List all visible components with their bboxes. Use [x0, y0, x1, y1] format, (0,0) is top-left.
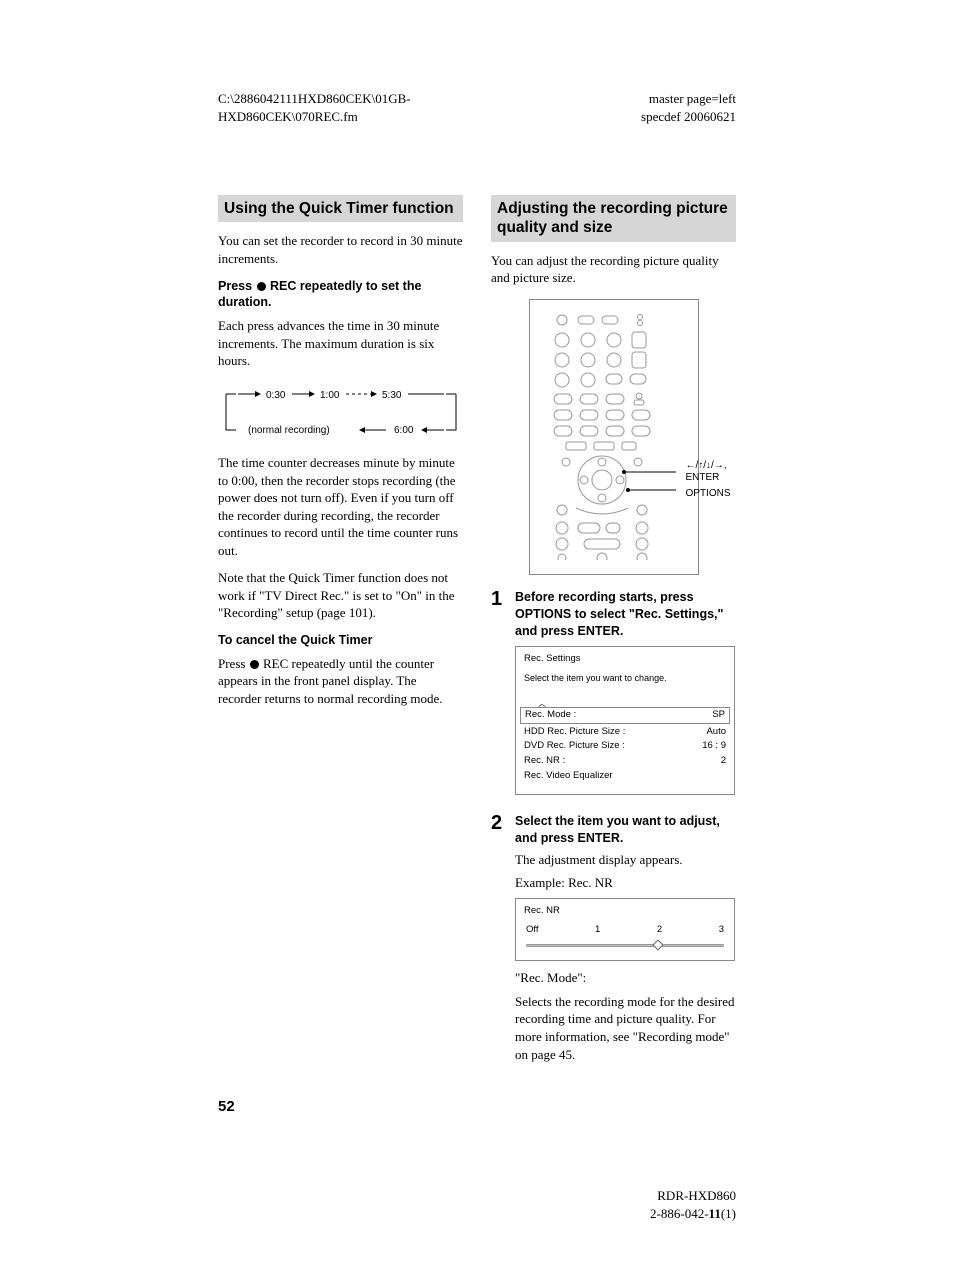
- rec-settings-row: DVD Rec. Picture Size : 16 : 9: [524, 739, 726, 754]
- qt-time-1: 0:30: [266, 390, 286, 401]
- press-rec-body: Each press advances the time in 30 minut…: [218, 317, 463, 370]
- rec-settings-title: Rec. Settings: [524, 653, 726, 666]
- cancel-heading: To cancel the Quick Timer: [218, 632, 463, 649]
- rec-nr-label: 3: [719, 924, 724, 937]
- rec-dot-icon: [257, 282, 266, 291]
- rec-settings-row-value: 16 : 9: [702, 740, 726, 753]
- rec-dot-icon: [250, 660, 259, 669]
- adjust-intro: You can adjust the recording picture qua…: [491, 252, 736, 287]
- rec-nr-title: Rec. NR: [524, 905, 726, 918]
- rec-settings-row: Rec. Mode : SP: [520, 707, 730, 724]
- step-2-body: The adjustment display appears.: [515, 851, 736, 869]
- rec-mode-head: "Rec. Mode":: [515, 969, 736, 987]
- remote-label-options: OPTIONS: [686, 487, 731, 501]
- press-rec-pre: Press: [218, 279, 256, 293]
- quick-timer-after-1: The time counter decreases minute by min…: [218, 454, 463, 559]
- page-number: 52: [218, 1097, 736, 1117]
- footer-docnum-bold: 11: [709, 1206, 721, 1221]
- footer-model: RDR-HXD860: [218, 1187, 736, 1205]
- quick-timer-diagram: 0:30 1:00 5:30 (normal recording) 6:00: [218, 380, 463, 444]
- rec-settings-row-label: DVD Rec. Picture Size :: [524, 740, 625, 753]
- rec-settings-row-label: Rec. Mode :: [525, 709, 576, 722]
- remote-labels: ←/↑/↓/→, ENTER OPTIONS: [680, 299, 686, 576]
- specdef: specdef 20060621: [641, 108, 736, 126]
- rec-settings-row-label: HDD Rec. Picture Size :: [524, 726, 625, 739]
- rec-settings-row-value: 2: [721, 755, 726, 768]
- rec-nr-track: [526, 944, 724, 947]
- qt-normal: (normal recording): [248, 425, 330, 436]
- step-2: 2 Select the item you want to adjust, an…: [491, 813, 736, 1069]
- step-1-head: Before recording starts, press OPTIONS t…: [515, 589, 736, 640]
- step-1: 1 Before recording starts, press OPTIONS…: [491, 589, 736, 798]
- quick-timer-after-2: Note that the Quick Timer function does …: [218, 569, 463, 622]
- step-2-example: Example: Rec. NR: [515, 874, 736, 892]
- master-page: master page=left: [641, 90, 736, 108]
- remote-label-enter: ENTER: [686, 471, 720, 485]
- footer-docnum: 2-886-042-11(1): [218, 1205, 736, 1223]
- rec-settings-row-label: Rec. Video Equalizer: [524, 770, 613, 783]
- doc-path-2: HXD860CEK\070REC.fm: [218, 108, 411, 126]
- doc-footer: RDR-HXD860 2-886-042-11(1): [218, 1187, 736, 1222]
- step-1-number: 1: [491, 589, 509, 798]
- left-column: Using the Quick Timer function You can s…: [218, 195, 463, 1069]
- quick-timer-intro: You can set the recorder to record in 30…: [218, 232, 463, 267]
- doc-header-right: master page=left specdef 20060621: [641, 90, 736, 125]
- rec-nr-slider[interactable]: [526, 940, 724, 950]
- rec-nr-panel: Rec. NR Off 1 2 3: [515, 898, 735, 962]
- footer-docnum-pre: 2-886-042-: [650, 1206, 709, 1221]
- step-2-head: Select the item you want to adjust, and …: [515, 813, 736, 847]
- rec-settings-row-label: Rec. NR :: [524, 755, 565, 768]
- cancel-body: Press REC repeatedly until the counter a…: [218, 655, 463, 708]
- rec-settings-row: HDD Rec. Picture Size : Auto: [524, 725, 726, 740]
- rec-settings-row-value: SP: [712, 709, 725, 722]
- rec-settings-subtitle: Select the item you want to change.: [524, 672, 726, 684]
- rec-settings-panel: Rec. Settings Select the item you want t…: [515, 646, 735, 795]
- rec-nr-label: 2: [657, 924, 662, 937]
- rec-mode-body: Selects the recording mode for the desir…: [515, 993, 736, 1063]
- qt-time-3: 5:30: [382, 390, 402, 401]
- rec-nr-label: Off: [526, 924, 539, 937]
- doc-header: C:\2886042111HXD860CEK\01GB- HXD860CEK\0…: [218, 90, 736, 125]
- doc-header-left: C:\2886042111HXD860CEK\01GB- HXD860CEK\0…: [218, 90, 411, 125]
- footer-docnum-post: (1): [721, 1206, 736, 1221]
- rec-settings-row: Rec. Video Equalizer: [524, 769, 726, 784]
- section-title-adjust: Adjusting the recording picture quality …: [491, 195, 736, 242]
- cancel-body-pre: Press: [218, 656, 249, 671]
- doc-path-1: C:\2886042111HXD860CEK\01GB-: [218, 90, 411, 108]
- rec-settings-row: Rec. NR : 2: [524, 754, 726, 769]
- right-column: Adjusting the recording picture quality …: [491, 195, 736, 1069]
- step-2-number: 2: [491, 813, 509, 1069]
- press-rec-heading: Press REC repeatedly to set the duration…: [218, 278, 463, 312]
- rec-nr-label: 1: [595, 924, 600, 937]
- rec-nr-thumb[interactable]: [652, 940, 663, 951]
- section-title-quick-timer: Using the Quick Timer function: [218, 195, 463, 222]
- rec-settings-row-value: Auto: [706, 726, 726, 739]
- remote-illustration: [529, 299, 699, 576]
- qt-time-4: 6:00: [394, 425, 414, 436]
- qt-time-2: 1:00: [320, 390, 340, 401]
